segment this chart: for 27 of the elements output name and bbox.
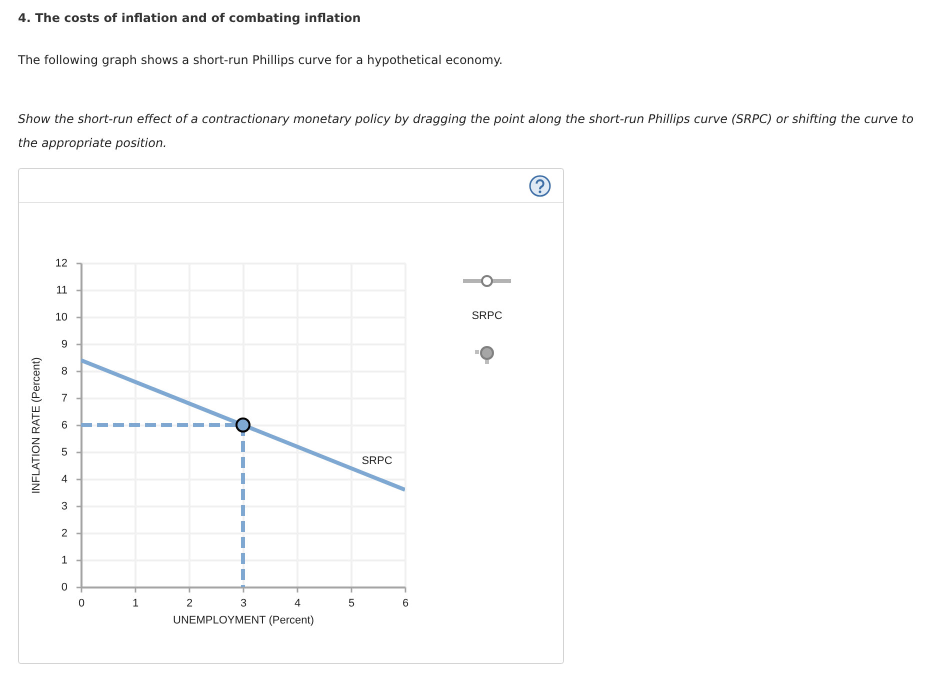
y-tick-label: 11 <box>56 284 68 296</box>
y-tick-label: 2 <box>61 528 68 540</box>
y-tick-label: 4 <box>61 474 68 486</box>
y-tick-label: 8 <box>61 366 68 378</box>
series-label: SRPC <box>362 454 392 467</box>
y-tick-label: 9 <box>61 338 68 350</box>
x-tick-label: 4 <box>294 598 301 610</box>
y-tick-label: 7 <box>61 392 68 404</box>
x-tick-label: 3 <box>240 598 247 610</box>
y-axis-title: INFLATION RATE (Percent) <box>30 357 42 494</box>
y-tick-label: 0 <box>61 582 68 594</box>
x-tick-label: 6 <box>402 598 409 610</box>
x-tick-label: 1 <box>132 598 139 610</box>
y-tick-label: 10 <box>55 312 68 324</box>
x-tick-label: 5 <box>348 598 355 610</box>
y-tick-label: 12 <box>55 258 68 270</box>
y-tick-label: 1 <box>61 554 68 566</box>
x-tick-label: 2 <box>186 598 193 610</box>
x-tick-label: 0 <box>78 598 85 610</box>
chart-subtitle: The following graph shows a short-run Phillips curve for a hypothetical economy. <box>18 53 503 67</box>
text: SRPC <box>470 310 504 322</box>
y-tick-label: 3 <box>61 500 68 512</box>
chart-title: 4. The costs of inflation and of combating inflation <box>18 11 361 25</box>
y-tick-label: 5 <box>61 446 68 458</box>
y-tick-label: 6 <box>61 420 68 432</box>
x-axis-title: UNEMPLOYMENT (Percent) <box>173 614 314 626</box>
text: Show the short-run effect of a contractionary monetary policy by dragging the point along the short-run Phillips curve (SRPC) or shifting the curve to the appropriate position. <box>18 111 915 152</box>
